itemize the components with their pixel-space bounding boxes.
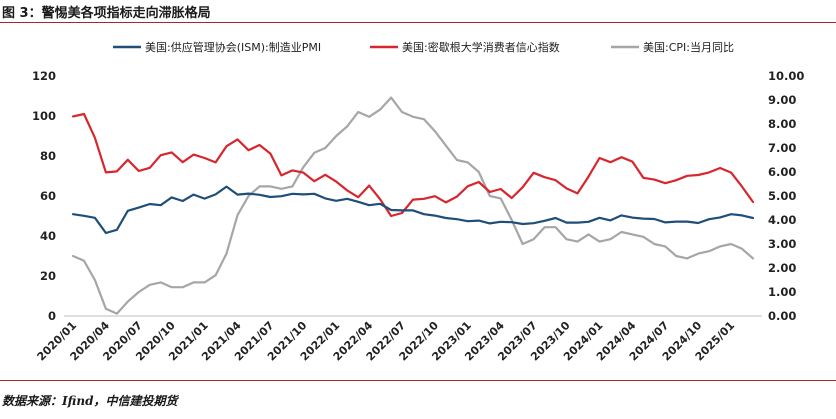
right-tick-label: 2.00	[768, 261, 796, 275]
left-axis: 0 20 40 60 80 100 120	[32, 69, 56, 323]
left-tick-label: 20	[40, 269, 56, 283]
right-tick-label: 9.00	[768, 93, 796, 107]
legend-label: 美国:CPI:当月同比	[643, 40, 734, 54]
left-tick-label: 80	[40, 149, 56, 163]
right-tick-label: 8.00	[768, 117, 796, 131]
right-tick-label: 1.00	[768, 285, 796, 299]
chart: 美国:供应管理协会(ISM):制造业PMI 美国:密歇根大学消费者信心指数 美国:C…	[32, 40, 804, 364]
series-line-1	[71, 112, 755, 218]
left-tick-label: 120	[32, 69, 56, 83]
left-tick-label: 0	[48, 309, 56, 323]
legend: 美国:供应管理协会(ISM):制造业PMI 美国:密歇根大学消费者信心指数 美国:C…	[113, 40, 734, 54]
series-line-0	[71, 185, 755, 235]
left-tick-label: 40	[40, 229, 56, 243]
series-line-2	[71, 96, 755, 315]
source-rule	[0, 380, 836, 381]
right-tick-label: 4.00	[768, 213, 796, 227]
right-tick-label: 6.00	[768, 165, 796, 179]
legend-label: 美国:密歇根大学消费者信心指数	[402, 40, 560, 54]
right-axis: 0.00 1.00 2.00 3.00 4.00 5.00 6.00 7.00 8.00 9.00…	[768, 69, 804, 323]
left-tick-label: 60	[40, 189, 56, 203]
series-layer	[71, 96, 755, 315]
right-tick-label: 0.00	[768, 309, 796, 323]
left-tick-label: 100	[32, 109, 56, 123]
title-rule	[0, 22, 836, 23]
figure-title: 图 3：警惕美各项指标走向滞胀格局	[2, 6, 211, 21]
figure-source: 数据来源：Ifind，中信建投期货	[2, 394, 178, 408]
right-tick-label: 5.00	[768, 189, 796, 203]
x-axis: 2020/012020/042020/072020/102021/012021/…	[35, 319, 738, 364]
right-tick-label: 3.00	[768, 237, 796, 251]
right-tick-label: 7.00	[768, 141, 796, 155]
legend-label: 美国:供应管理协会(ISM):制造业PMI	[145, 40, 321, 54]
right-tick-label: 10.00	[768, 69, 804, 83]
